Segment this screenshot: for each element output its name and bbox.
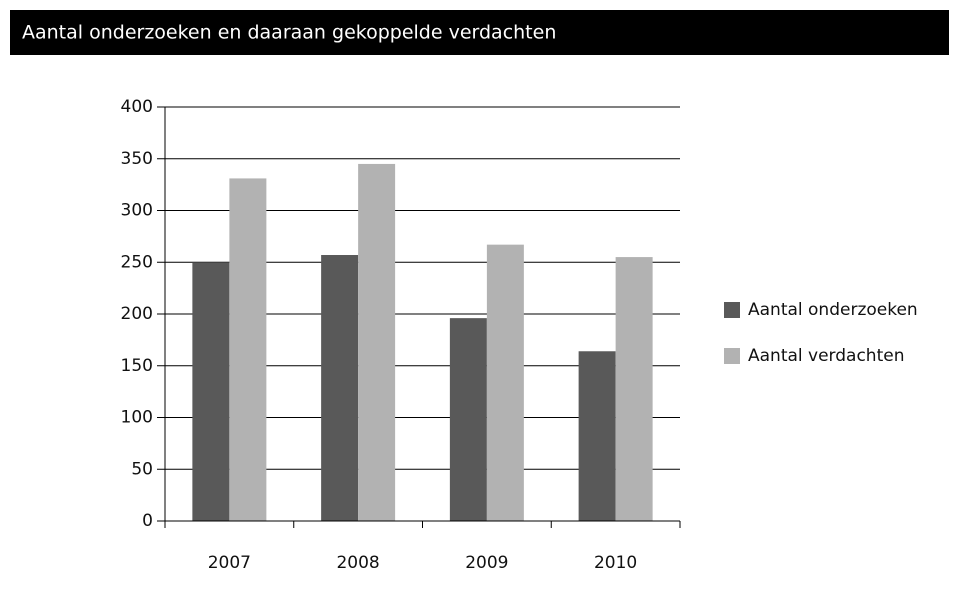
y-tick-label: 200 xyxy=(121,304,153,324)
bar xyxy=(192,262,230,521)
chart-title: Aantal onderzoeken en daaraan gekoppelde… xyxy=(22,22,556,44)
legend-swatch xyxy=(724,302,740,318)
bar xyxy=(321,255,359,521)
legend-label: Aantal verdachten xyxy=(748,346,904,366)
bar xyxy=(358,163,396,522)
y-tick-label: 150 xyxy=(121,356,153,376)
bar xyxy=(486,244,524,521)
y-tick-label: 0 xyxy=(142,511,153,531)
legend-label: Aantal onderzoeken xyxy=(748,300,918,320)
x-tick-label: 2007 xyxy=(208,553,251,573)
y-tick-label: 100 xyxy=(121,408,153,428)
x-tick-label: 2009 xyxy=(465,553,508,573)
bar xyxy=(229,178,267,522)
y-tick-label: 250 xyxy=(121,252,153,272)
y-tick-label: 350 xyxy=(121,149,153,169)
title-bar xyxy=(10,10,949,55)
x-tick-label: 2008 xyxy=(336,553,379,573)
bar xyxy=(615,257,653,521)
legend-swatch xyxy=(724,348,740,364)
x-tick-label: 2010 xyxy=(594,553,637,573)
y-tick-label: 300 xyxy=(121,201,153,221)
bar xyxy=(449,318,487,521)
y-tick-label: 50 xyxy=(131,459,153,479)
y-tick-label: 400 xyxy=(121,97,153,117)
bar xyxy=(578,351,616,521)
